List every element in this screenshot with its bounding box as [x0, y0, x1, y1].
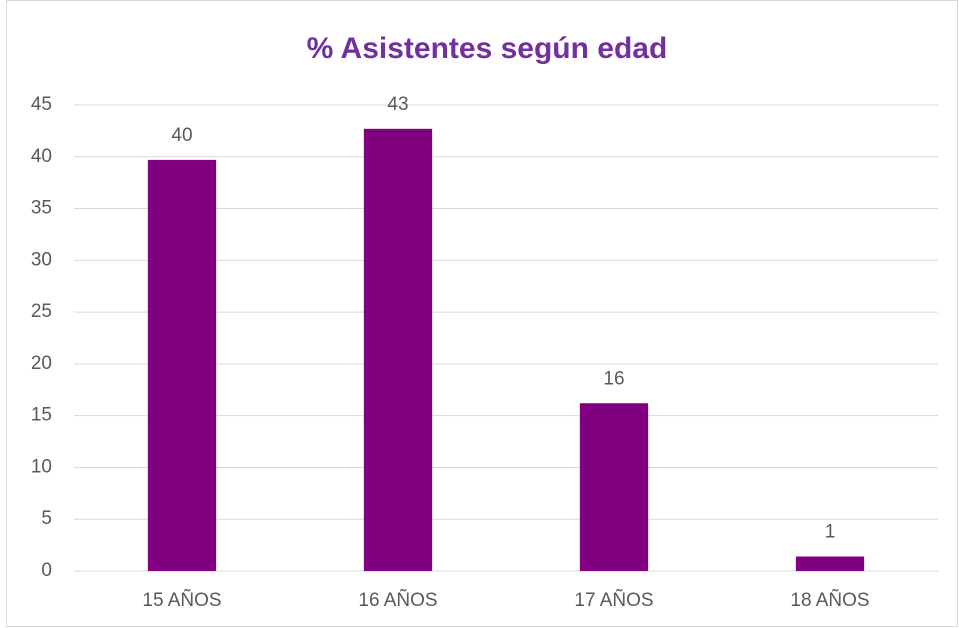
value-label: 43	[387, 94, 408, 115]
bar	[579, 403, 649, 571]
value-label: 1	[825, 522, 836, 543]
y-tick-label: 10	[31, 456, 52, 477]
value-label: 40	[171, 125, 192, 146]
chart-title: % Asistentes según edad	[307, 32, 668, 65]
x-tick-label: 15 AÑOS	[142, 589, 221, 611]
bar	[363, 128, 433, 571]
x-tick-label: 18 AÑOS	[790, 589, 869, 611]
x-tick-label: 16 AÑOS	[358, 589, 437, 611]
y-tick-label: 40	[31, 146, 52, 167]
y-tick-label: 20	[31, 353, 52, 374]
y-tick-label: 45	[31, 94, 52, 115]
y-tick-label: 0	[41, 560, 52, 581]
y-tick-label: 30	[31, 249, 52, 270]
y-tick-label: 25	[31, 301, 52, 322]
bar	[147, 159, 217, 571]
value-label: 16	[603, 368, 624, 389]
bar	[795, 556, 865, 571]
y-tick-label: 5	[41, 508, 52, 529]
x-tick-label: 17 AÑOS	[574, 589, 653, 611]
y-tick-label: 35	[31, 198, 52, 219]
y-tick-label: 15	[31, 405, 52, 426]
